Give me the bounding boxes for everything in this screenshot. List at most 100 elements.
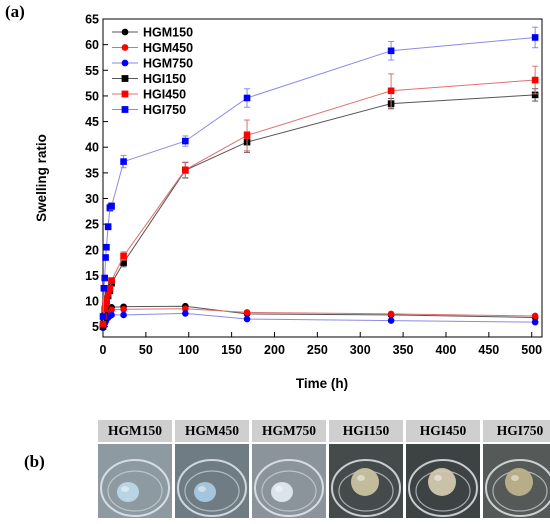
photo-label: HGM750 bbox=[252, 420, 326, 442]
y-tick-label: 30 bbox=[85, 192, 99, 206]
series-line bbox=[102, 312, 536, 328]
data-point-marker bbox=[531, 91, 539, 99]
hydrogel-sample bbox=[194, 482, 216, 502]
photo-cell: HGI450 bbox=[406, 420, 480, 518]
series-layer bbox=[99, 26, 539, 332]
data-point-marker bbox=[99, 320, 107, 328]
hydrogel-photo-graphic bbox=[252, 444, 326, 518]
hydrogel-photo bbox=[329, 444, 403, 518]
data-point-marker bbox=[121, 28, 129, 36]
vial-rim bbox=[177, 459, 247, 517]
photo-label: HGI150 bbox=[329, 420, 403, 442]
vial-rim bbox=[100, 459, 170, 517]
vial-rim bbox=[485, 459, 550, 517]
legend-label: HGM450 bbox=[143, 41, 193, 55]
data-point-marker bbox=[120, 259, 127, 266]
hydrogel-sample bbox=[505, 468, 533, 496]
photo-background bbox=[252, 444, 326, 518]
hydrogel-sample bbox=[351, 468, 379, 496]
hydrogel-highlight bbox=[357, 475, 365, 481]
vial-inner-rim bbox=[261, 470, 317, 512]
photo-background bbox=[98, 444, 172, 518]
legend-label: HGI750 bbox=[143, 103, 186, 117]
x-tick-label: 0 bbox=[100, 343, 107, 357]
data-point-marker bbox=[182, 166, 189, 174]
data-point-marker bbox=[108, 277, 115, 284]
photo-cell: HGM750 bbox=[252, 420, 326, 518]
x-tick-label: 50 bbox=[139, 343, 153, 357]
data-point-marker bbox=[104, 223, 112, 231]
photo-cell: HGM150 bbox=[98, 420, 172, 518]
data-point-marker bbox=[104, 290, 112, 297]
hydrogel-photo bbox=[98, 444, 172, 518]
data-point-marker bbox=[387, 47, 395, 55]
panel-b-label: (b) bbox=[24, 452, 45, 471]
data-point-marker bbox=[121, 106, 129, 113]
series-hgi150 bbox=[99, 88, 539, 331]
plot-area-frame bbox=[102, 18, 543, 338]
data-point-marker bbox=[531, 318, 539, 326]
hydrogel-photo-graphic bbox=[406, 444, 480, 518]
data-point-marker bbox=[243, 132, 251, 139]
x-tick-label: 350 bbox=[393, 343, 414, 357]
hydrogel-photo-graphic bbox=[175, 444, 249, 518]
photo-cell: HGI150 bbox=[329, 420, 403, 518]
legend-label: HGM150 bbox=[143, 26, 193, 40]
data-point-marker bbox=[387, 87, 395, 95]
data-point-marker bbox=[120, 306, 127, 313]
data-point-marker bbox=[100, 284, 108, 292]
y-tick-label: 25 bbox=[85, 218, 99, 232]
photo-label: HGI450 bbox=[406, 420, 480, 442]
data-point-marker bbox=[121, 44, 129, 51]
hydrogel-highlight bbox=[511, 475, 519, 481]
series-hgm450 bbox=[99, 305, 539, 331]
vial-rim bbox=[254, 459, 324, 517]
y-tick-label: 15 bbox=[85, 269, 99, 283]
data-point-marker bbox=[102, 300, 109, 307]
data-point-marker bbox=[101, 305, 109, 313]
data-point-marker bbox=[531, 76, 539, 84]
legend-label: HGI450 bbox=[143, 88, 186, 102]
data-point-marker bbox=[108, 306, 115, 314]
data-point-marker bbox=[106, 284, 114, 292]
y-axis: 5 10 15 20 25 30 35 40 45 50 55 60 65 bbox=[85, 13, 108, 334]
data-point-marker bbox=[531, 34, 539, 41]
data-point-marker bbox=[182, 305, 189, 313]
hydrogel-photo-graphic bbox=[329, 444, 403, 518]
x-axis-label: Time (h) bbox=[296, 376, 348, 391]
hydrogel-photo bbox=[406, 444, 480, 518]
x-tick-label: 200 bbox=[264, 343, 285, 357]
swelling-ratio-chart: 5 10 15 20 25 30 35 40 45 50 55 60 65 0 50 100 150 200 25… bbox=[34, 13, 543, 391]
data-point-marker bbox=[121, 90, 129, 98]
photo-label: HGI750 bbox=[483, 420, 550, 442]
x-tick-label: 100 bbox=[178, 343, 199, 357]
data-point-marker bbox=[531, 312, 539, 320]
photo-background bbox=[175, 444, 249, 518]
data-point-marker bbox=[120, 311, 127, 319]
data-point-marker bbox=[108, 202, 115, 210]
hydrogel-sample bbox=[271, 482, 293, 502]
data-point-marker bbox=[103, 295, 110, 302]
y-tick-label: 5 bbox=[92, 320, 99, 334]
y-tick-label: 65 bbox=[85, 13, 99, 27]
hydrogel-sample bbox=[428, 468, 456, 496]
data-point-marker bbox=[103, 243, 110, 251]
y-tick-label: 20 bbox=[85, 243, 99, 257]
data-point-marker bbox=[387, 317, 395, 324]
legend-label: HGI150 bbox=[143, 72, 186, 86]
y-tick-label: 50 bbox=[85, 89, 99, 103]
vial-rim bbox=[331, 459, 401, 517]
vial-inner-rim bbox=[107, 470, 163, 512]
hydrogel-highlight bbox=[121, 486, 129, 492]
hydrogel-photo-graphic bbox=[98, 444, 172, 518]
vial-inner-rim bbox=[184, 470, 240, 512]
photo-label: HGM450 bbox=[175, 420, 249, 442]
data-point-marker bbox=[102, 254, 109, 261]
data-point-marker bbox=[243, 315, 251, 323]
x-tick-label: 300 bbox=[350, 343, 371, 357]
data-point-marker bbox=[120, 158, 127, 165]
hydrogel-photo bbox=[252, 444, 326, 518]
y-tick-label: 60 bbox=[85, 38, 99, 52]
hydrogel-sample bbox=[117, 482, 139, 502]
